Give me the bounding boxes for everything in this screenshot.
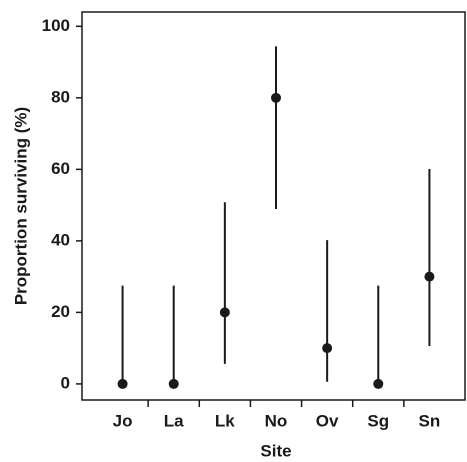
- x-axis-label: Site: [260, 441, 291, 460]
- x-tick-label: Ov: [316, 411, 339, 430]
- x-tick-label: No: [265, 411, 288, 430]
- x-tick-label: Sn: [419, 411, 441, 430]
- point: [271, 92, 281, 103]
- x-tick-label: Sg: [367, 411, 389, 430]
- y-tick-label: 0: [61, 373, 70, 392]
- point: [322, 343, 333, 354]
- y-tick-label: 80: [51, 87, 70, 106]
- y-tick-label: 60: [51, 159, 70, 178]
- point: [373, 378, 384, 389]
- plot-frame: [81, 11, 466, 401]
- y-axis-label: Proportion surviving (%): [11, 107, 30, 305]
- y-tick-label: 40: [51, 230, 70, 249]
- x-tick-label: Lk: [215, 411, 235, 430]
- point: [168, 378, 179, 389]
- y-tick-label: 20: [51, 302, 70, 321]
- x-tick-label: Jo: [113, 411, 133, 430]
- point: [117, 378, 128, 389]
- point: [424, 271, 435, 282]
- point: [219, 307, 230, 318]
- x-tick-label: La: [164, 411, 184, 430]
- y-tick-label: 100: [42, 16, 70, 35]
